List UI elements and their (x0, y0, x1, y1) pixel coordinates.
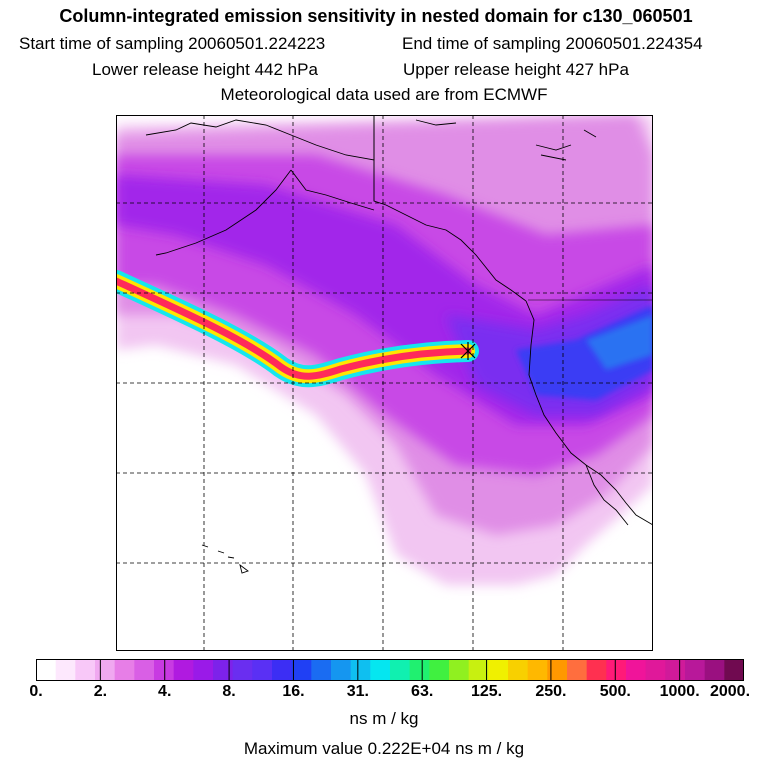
maximum-value-number: 0.222E+04 (367, 739, 451, 758)
colorbar-cell (154, 659, 175, 681)
borders (373, 115, 653, 301)
met-data-note: Meteorological data used are from ECMWF (220, 85, 548, 104)
colorbar-cell (586, 659, 607, 681)
coastlines (145, 115, 653, 574)
colorbar-cell (508, 659, 529, 681)
colorbar-tick-label: 31. (346, 683, 369, 700)
start-time-value: 20060501.224223 (188, 34, 326, 53)
colorbar-cell (252, 659, 273, 681)
colorbar-cell (527, 659, 548, 681)
upper-release-value: 427 hPa (565, 60, 629, 79)
colorbar-cells (36, 659, 744, 681)
colorbar-cell (626, 659, 647, 681)
colorbar-cell (685, 659, 706, 681)
colorbar-cell (232, 659, 253, 681)
colorbar-cell (213, 659, 234, 681)
colorbar-unit: ns m / kg (349, 709, 419, 728)
maximum-value: Maximum value 0.222E+04 ns m / kg (0, 739, 768, 759)
plume-core (116, 277, 472, 380)
start-time: Start time of sampling 20060501.224223 (19, 34, 325, 54)
upper-release-label: Upper release height (403, 60, 561, 79)
colorbar-cell (449, 659, 470, 681)
colorbar-cell (370, 659, 391, 681)
sensitivity-field (116, 115, 653, 585)
release-point-marker (460, 342, 476, 360)
colorbar-frame (36, 659, 744, 681)
colorbar-tick-label: 1000. (659, 683, 700, 700)
hawaii-islands (201, 544, 249, 574)
colorbar-tick-label: 0. (29, 683, 43, 700)
end-time: End time of sampling 20060501.224354 (402, 34, 703, 54)
coastline-gulf (373, 115, 527, 302)
field-lightblue (586, 315, 653, 370)
upper-release: Upper release height 427 hPa (403, 60, 629, 80)
colorbar-cell (468, 659, 489, 681)
colorbar (36, 659, 744, 681)
colorbar-cell (173, 659, 194, 681)
colorbar-cell (55, 659, 76, 681)
colorbar-tick-label: 8. (222, 683, 236, 700)
colorbar-cell (193, 659, 214, 681)
coastline-islands (415, 119, 597, 161)
end-time-label: End time of sampling (402, 34, 561, 53)
coastline-alaska-peninsula (155, 169, 375, 256)
colorbar-cell (291, 659, 312, 681)
coastline-na-west (525, 300, 653, 526)
colorbar-cell (606, 659, 627, 681)
colorbar-dividers (99, 659, 681, 681)
colorbar-cell (429, 659, 450, 681)
colorbar-cell (134, 659, 155, 681)
coastline-baja (585, 464, 629, 526)
map-frame (116, 115, 653, 651)
colorbar-tick-label: 4. (158, 683, 172, 700)
colorbar-cell (75, 659, 96, 681)
colorbar-cell (665, 659, 686, 681)
colorbar-cell (311, 659, 332, 681)
colorbar-cell (114, 659, 135, 681)
colorbar-cell (272, 659, 293, 681)
end-time-value: 20060501.224354 (565, 34, 703, 53)
colorbar-cell (645, 659, 666, 681)
figure-title: Column-integrated emission sensitivity i… (59, 6, 693, 26)
colorbar-tick-label: 125. (470, 683, 503, 700)
start-time-label: Start time of sampling (19, 34, 184, 53)
colorbar-cell (390, 659, 411, 681)
colorbar-cell (488, 659, 509, 681)
colorbar-cell (547, 659, 568, 681)
colorbar-cell (567, 659, 588, 681)
colorbar-tick-label: 16. (282, 683, 305, 700)
colorbar-cell (331, 659, 352, 681)
colorbar-cell (350, 659, 371, 681)
colorbar-cell (724, 659, 744, 681)
colorbar-cell (409, 659, 430, 681)
graticule (116, 115, 653, 651)
colorbar-tick-label: 2000. (709, 683, 751, 700)
lower-release-value: 442 hPa (254, 60, 318, 79)
colorbar-cell (36, 659, 57, 681)
colorbar-tick-label: 250. (535, 683, 567, 700)
colorbar-cell (704, 659, 725, 681)
colorbar-tick-label: 500. (599, 683, 631, 700)
colorbar-tick-label: 2. (93, 683, 108, 700)
coastline-alaska (145, 115, 375, 161)
lower-release-label: Lower release height (92, 60, 250, 79)
lower-release: Lower release height 442 hPa (92, 60, 318, 80)
colorbar-tick-label: 63. (411, 683, 434, 700)
colorbar-cell (95, 659, 116, 681)
maximum-value-unit: ns m / kg (455, 739, 525, 758)
sensitivity-map (116, 115, 653, 651)
maximum-value-label: Maximum value (243, 739, 363, 758)
